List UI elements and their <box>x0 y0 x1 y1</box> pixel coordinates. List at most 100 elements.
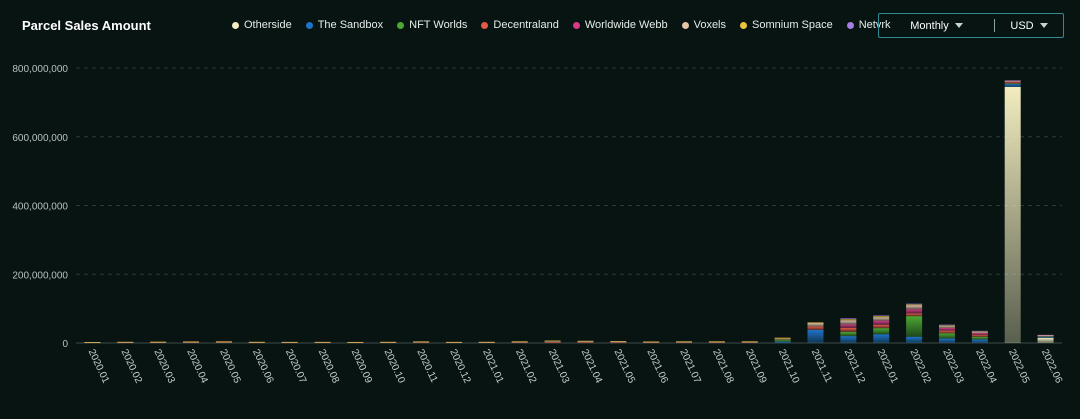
bar-segment[interactable] <box>840 327 857 332</box>
bar-segment[interactable] <box>873 328 890 335</box>
bar-segment[interactable] <box>938 325 955 327</box>
bar-segment[interactable] <box>281 341 298 343</box>
bar-segment[interactable] <box>413 342 430 343</box>
bar-segment[interactable] <box>676 342 693 343</box>
bar-segment[interactable] <box>314 341 331 343</box>
x-tick-label: 2020.08 <box>316 348 341 386</box>
bar-segment[interactable] <box>873 315 890 317</box>
bar-segment[interactable] <box>150 341 167 343</box>
legend-item[interactable]: NFT Worlds <box>397 19 467 31</box>
bar-segment[interactable] <box>807 322 824 324</box>
bar-segment[interactable] <box>807 326 824 330</box>
bar-segment[interactable] <box>380 341 397 343</box>
bar-segment[interactable] <box>610 341 627 343</box>
legend-item[interactable]: The Sandbox <box>305 19 383 31</box>
bar-segment[interactable] <box>807 329 824 343</box>
period-dropdown[interactable]: Monthly <box>879 20 994 32</box>
bar-segment[interactable] <box>873 316 890 318</box>
legend-item[interactable]: Voxels <box>681 19 726 31</box>
bar-segment[interactable] <box>478 341 495 343</box>
bar-segment[interactable] <box>906 309 923 314</box>
legend-item[interactable]: Worldwide Webb <box>572 19 668 31</box>
bar-segment[interactable] <box>873 334 890 343</box>
bar-segment[interactable] <box>577 342 594 343</box>
bar-segment[interactable] <box>577 341 594 343</box>
bar-segment[interactable] <box>938 330 955 334</box>
bar-segment[interactable] <box>1004 84 1021 87</box>
bar-segment[interactable] <box>1004 81 1021 83</box>
bar-segment[interactable] <box>840 336 857 343</box>
bar-segment[interactable] <box>577 340 594 342</box>
bar-segment[interactable] <box>873 317 890 321</box>
bar-segment[interactable] <box>774 338 791 340</box>
bar-segment[interactable] <box>840 332 857 337</box>
bar-segment[interactable] <box>511 341 528 343</box>
bar-segment[interactable] <box>840 319 857 321</box>
currency-dropdown[interactable]: USD <box>995 20 1063 32</box>
bar-segment[interactable] <box>1037 337 1054 343</box>
bar-segment[interactable] <box>1004 83 1021 85</box>
bar-segment[interactable] <box>906 304 923 306</box>
bar-segment[interactable] <box>971 332 988 334</box>
bar-segment[interactable] <box>971 333 988 335</box>
bar-segment[interactable] <box>938 327 955 331</box>
bar-segment[interactable] <box>938 326 955 328</box>
bar-segment[interactable] <box>938 338 955 343</box>
bar-segment[interactable] <box>183 342 200 343</box>
bar-segment[interactable] <box>117 341 134 343</box>
bar-segment[interactable] <box>840 324 857 328</box>
bar-segment[interactable] <box>873 324 890 329</box>
legend-item[interactable]: Somnium Space <box>740 19 833 31</box>
bar-segment[interactable] <box>938 333 955 339</box>
bar-segment[interactable] <box>1004 80 1021 82</box>
bar-segment[interactable] <box>906 305 923 310</box>
legend-item[interactable]: Netvrk <box>846 19 891 31</box>
bar-segment[interactable] <box>215 341 232 343</box>
bar-segment[interactable] <box>347 341 364 343</box>
bar-segment[interactable] <box>1004 86 1021 343</box>
legend-item[interactable]: Decentraland <box>481 19 559 31</box>
bar-segment[interactable] <box>215 342 232 343</box>
bar-segment[interactable] <box>774 341 791 343</box>
bar-segment[interactable] <box>774 339 791 342</box>
bar-segment[interactable] <box>1037 336 1054 338</box>
bar-segment[interactable] <box>1004 82 1021 84</box>
bar-segment[interactable] <box>906 316 923 337</box>
bar-segment[interactable] <box>183 341 200 343</box>
bar-segment[interactable] <box>938 324 955 326</box>
bar-segment[interactable] <box>840 320 857 325</box>
chart-legend: Otherside The Sandbox NFT Worlds Decentrala… <box>232 19 891 31</box>
bar-segment[interactable] <box>676 341 693 343</box>
bar-segment[interactable] <box>610 342 627 343</box>
bar-segment[interactable] <box>971 339 988 343</box>
bar-segment[interactable] <box>906 313 923 317</box>
bar-segment[interactable] <box>873 320 890 325</box>
controls-divider <box>994 19 995 32</box>
bar-segment[interactable] <box>544 341 561 343</box>
bar-segment[interactable] <box>413 341 430 343</box>
bar-segment[interactable] <box>708 342 725 343</box>
bar-segment[interactable] <box>741 342 758 343</box>
bar-segment[interactable] <box>840 318 857 320</box>
bar-segment[interactable] <box>971 334 988 337</box>
bar-segment[interactable] <box>544 340 561 342</box>
bar-segment[interactable] <box>774 337 791 339</box>
x-tick-label: 2021.09 <box>743 348 768 386</box>
legend-item[interactable]: Otherside <box>232 19 292 31</box>
bar-segment[interactable] <box>708 341 725 343</box>
bar-segment[interactable] <box>248 341 265 343</box>
bar-segment[interactable] <box>741 341 758 343</box>
bar-segment[interactable] <box>643 342 660 343</box>
bar-segment[interactable] <box>971 330 988 332</box>
bar-segment[interactable] <box>906 336 923 343</box>
bar-segment[interactable] <box>643 341 660 343</box>
bar-segment[interactable] <box>906 303 923 305</box>
bar-segment[interactable] <box>511 342 528 343</box>
bar-segment[interactable] <box>971 336 988 340</box>
bar-segment[interactable] <box>84 342 101 343</box>
bar-segment[interactable] <box>544 341 561 342</box>
bar-segment[interactable] <box>610 341 627 342</box>
bar-segment[interactable] <box>1037 334 1054 336</box>
bar-segment[interactable] <box>807 323 824 327</box>
bar-segment[interactable] <box>445 341 462 343</box>
